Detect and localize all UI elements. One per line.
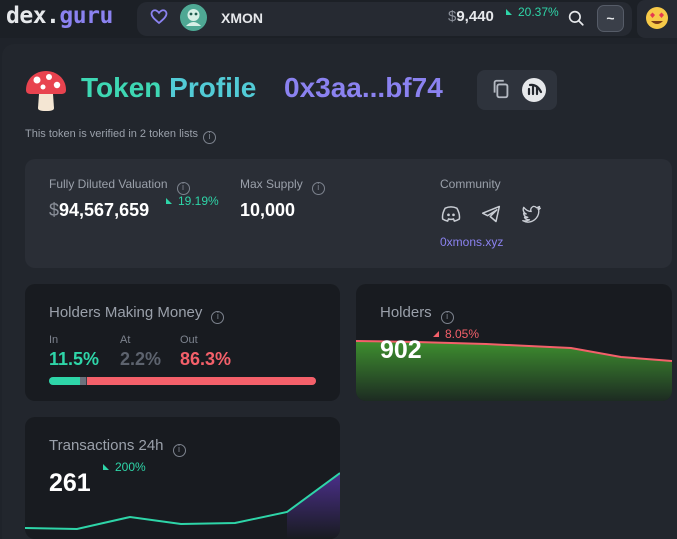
- token-stats-card: [25, 159, 672, 268]
- logo-dot: .: [46, 3, 60, 29]
- top-bar: dex.guru XMON $9,440 20.37% ~: [0, 0, 677, 38]
- holders-sparkline: [356, 340, 672, 401]
- holders-value: 902: [380, 336, 422, 364]
- transactions-title: Transactions 24h i: [49, 437, 186, 457]
- transactions-card: [25, 417, 340, 539]
- holders-title-text: Holders: [380, 304, 432, 321]
- up-arrow-icon: [103, 464, 109, 470]
- up-arrow-icon: [433, 331, 439, 337]
- copy-icon[interactable]: [490, 78, 512, 100]
- fdv-value: $94,567,659: [49, 200, 149, 221]
- bar-segment-in: [49, 377, 80, 385]
- token-price: $9,440: [448, 8, 494, 25]
- verified-text: This token is verified in 2 token lists: [25, 128, 199, 140]
- fdv-label: Fully Diluted Valuation i: [49, 177, 190, 195]
- token-pill: [137, 2, 632, 36]
- transactions-change-value: 200%: [115, 460, 146, 474]
- in-label: In: [49, 334, 59, 346]
- holders-making-money-title: Holders Making Money i: [49, 304, 225, 324]
- token-name[interactable]: XMON: [221, 10, 263, 26]
- transactions-value: 261: [49, 469, 91, 497]
- menu-button[interactable]: ~: [597, 5, 624, 32]
- bar-segment-out: [87, 377, 316, 385]
- fdv-label-text: Fully Diluted Valuation: [49, 177, 168, 191]
- at-value: 2.2%: [120, 349, 162, 369]
- user-emoji-icon: [646, 7, 668, 29]
- transactions-change: 200%: [103, 460, 146, 474]
- in-value: 11.5%: [49, 349, 100, 369]
- fdv-change: 19.19%: [166, 194, 219, 208]
- info-icon[interactable]: i: [211, 311, 225, 324]
- token-avatar: [180, 4, 207, 31]
- dexguru-logo[interactable]: dex.guru: [6, 3, 113, 29]
- user-menu[interactable]: [637, 0, 677, 38]
- heart-icon[interactable]: [150, 8, 168, 26]
- max-supply-value: 10,000: [240, 200, 296, 220]
- twitter-icon[interactable]: [522, 205, 542, 223]
- up-arrow-icon: [506, 9, 512, 15]
- token-address[interactable]: 0x3aa...bf74: [284, 72, 443, 103]
- transactions-title-text: Transactions 24h: [49, 437, 164, 454]
- info-icon[interactable]: i: [176, 182, 190, 195]
- discord-icon[interactable]: [441, 205, 461, 223]
- price-change-value: 20.37%: [518, 5, 559, 19]
- holders-profit-bar: [49, 377, 316, 385]
- info-icon[interactable]: i: [203, 131, 217, 144]
- info-icon[interactable]: i: [311, 182, 325, 195]
- fdv-change-value: 19.19%: [178, 194, 219, 208]
- page-title: Token Profile: [81, 72, 256, 104]
- telegram-icon[interactable]: [481, 205, 501, 223]
- price-value: 9,440: [456, 8, 494, 25]
- max-supply-label-text: Max Supply: [240, 177, 303, 191]
- transactions-sparkline: [25, 472, 340, 539]
- logo-text-accent: guru: [59, 3, 113, 29]
- out-value: 86.3%: [180, 349, 232, 369]
- title-word-profile: Profile: [169, 72, 257, 103]
- holders-title: Holders i: [380, 304, 454, 324]
- fdv-currency: $: [49, 200, 60, 220]
- title-word-token: Token: [81, 72, 162, 103]
- bar-segment-at: [80, 377, 86, 385]
- max-supply-label: Max Supply i: [240, 177, 325, 195]
- hmm-title-text: Holders Making Money: [49, 304, 203, 321]
- holders-change: 8.05%: [433, 327, 479, 341]
- community-label: Community: [440, 177, 501, 191]
- mushroom-icon: [26, 71, 66, 111]
- logo-text-main: dex: [6, 3, 47, 29]
- price-change: 20.37%: [506, 5, 559, 19]
- holders-change-value: 8.05%: [445, 327, 480, 341]
- up-arrow-icon: [166, 198, 172, 204]
- out-label: Out: [180, 334, 198, 346]
- holders-card: [356, 284, 672, 401]
- at-label: At: [120, 334, 131, 346]
- verified-note: This token is verified in 2 token lists i: [25, 128, 217, 144]
- explorer-icon[interactable]: [522, 78, 546, 102]
- community-link[interactable]: 0xmons.xyz: [440, 235, 504, 249]
- fdv-amount: 94,567,659: [59, 200, 150, 220]
- search-icon[interactable]: [567, 9, 585, 27]
- info-icon[interactable]: i: [172, 444, 186, 457]
- price-currency: $: [448, 8, 457, 25]
- info-icon[interactable]: i: [440, 311, 454, 324]
